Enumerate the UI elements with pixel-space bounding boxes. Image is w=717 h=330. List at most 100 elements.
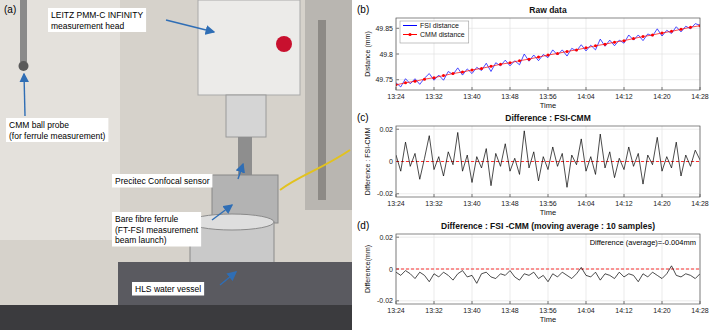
grid-line (510, 18, 511, 90)
photo-background (0, 0, 352, 330)
tick-mark (434, 194, 435, 197)
plot-data (396, 24, 700, 87)
tick-label: 13:24 (387, 93, 405, 100)
panel-label: (c) (357, 112, 369, 123)
grid-line (396, 269, 700, 270)
tick-label: 13:56 (539, 200, 557, 207)
plot-area (396, 18, 700, 90)
grid-line (396, 161, 700, 162)
tick-mark (548, 87, 549, 90)
chart-title: Difference : FSI -CMM (moving average : … (441, 221, 655, 231)
series-marker (661, 31, 664, 34)
tick-mark (396, 28, 399, 29)
tick-mark (472, 301, 473, 304)
series-marker (594, 44, 597, 47)
tick-label: 14:28 (691, 307, 709, 314)
plot-data (396, 131, 700, 187)
tick-mark (586, 194, 587, 197)
callout-arrow (24, 74, 25, 116)
callout-text: beam launch) (115, 235, 167, 245)
plot-data (396, 266, 700, 284)
series-line (396, 26, 700, 85)
tick-label: 14:28 (691, 93, 709, 100)
photo-frame-slot (318, 20, 326, 200)
tick-label: 14:12 (615, 200, 633, 207)
series-marker (623, 39, 626, 42)
callout-box (112, 174, 213, 188)
callout-box (112, 212, 201, 247)
head-spindle (226, 95, 266, 137)
series-marker (461, 71, 464, 74)
series-marker (480, 67, 483, 70)
series-marker (442, 74, 445, 77)
series-marker (642, 35, 645, 38)
series-line (396, 24, 700, 87)
grid-line (624, 18, 625, 90)
tick-mark (662, 301, 663, 304)
tick-mark (586, 87, 587, 90)
water-vessel-top (190, 214, 274, 230)
callout-text: HLS water vessel (135, 284, 201, 294)
plot-frame (396, 126, 700, 197)
tick-mark (662, 194, 663, 197)
tick-mark (472, 194, 473, 197)
tick-mark (472, 87, 473, 90)
y-axis-label: Distance (mm) (364, 31, 372, 77)
series-marker (566, 50, 569, 53)
x-axis-label: Time (540, 208, 556, 217)
photo-panel: (a)LEITZ PMM-C INFINITYmeasurement headC… (0, 0, 352, 330)
tick-label: 14:12 (615, 93, 633, 100)
chart: 49.7549.849.8513:2413:3213:4013:4813:561… (357, 4, 709, 110)
tick-label: 13:56 (539, 307, 557, 314)
tick-label: 0 (389, 266, 393, 273)
reference-line (396, 161, 700, 162)
tick-label: 13:24 (387, 200, 405, 207)
tick-label: 13:48 (501, 93, 519, 100)
tick-label: 0.02 (379, 126, 393, 133)
callout-text: Bare fibre ferrule (115, 214, 179, 224)
plot-area (396, 126, 700, 197)
measurement-head (198, 0, 300, 95)
tick-label: 13:48 (501, 200, 519, 207)
tick-label: 0.02 (379, 234, 393, 241)
callout: CMM ball probe(for ferrule measurement) (6, 74, 108, 142)
tick-label: 14:20 (653, 200, 671, 207)
tick-mark (510, 87, 511, 90)
tick-label: 13:24 (387, 307, 405, 314)
tick-label: 14:04 (577, 307, 595, 314)
tick-mark (396, 237, 399, 238)
callout-text: Precitec Confocal sensor (115, 176, 210, 186)
plot-frame (396, 234, 700, 304)
tick-mark (548, 194, 549, 197)
series-marker (547, 54, 550, 57)
series-marker (404, 81, 407, 84)
grid-line (472, 18, 473, 90)
series-marker (632, 37, 635, 40)
series-marker (518, 59, 521, 62)
tick-label: 13:48 (501, 307, 519, 314)
series-marker (651, 33, 654, 36)
legend-box (400, 21, 469, 43)
tick-mark (548, 301, 549, 304)
chart: -0.0200.0213:2413:3213:4013:4813:5614:04… (357, 112, 709, 217)
series-marker (433, 76, 436, 79)
callout-box (132, 282, 204, 296)
tick-mark (396, 79, 399, 80)
panel-label: (d) (357, 220, 369, 231)
tick-label: 14:28 (691, 200, 709, 207)
head-logo (276, 36, 292, 52)
legend-label: CMM distance (420, 31, 465, 38)
callout-text: measurement head (51, 21, 125, 31)
plot-frame (396, 18, 700, 90)
tick-label: 13:40 (463, 307, 481, 314)
annotation: Difference (average)=-0.004mm (590, 238, 696, 247)
grid-line (586, 18, 587, 90)
panel-label: (b) (357, 4, 369, 15)
series-marker (680, 28, 683, 31)
tick-mark (434, 87, 435, 90)
tick-mark (396, 54, 399, 55)
callout-arrow (166, 20, 214, 32)
tick-label: 13:40 (463, 93, 481, 100)
tick-mark (624, 301, 625, 304)
callout: Precitec Confocal sensor (112, 164, 243, 188)
